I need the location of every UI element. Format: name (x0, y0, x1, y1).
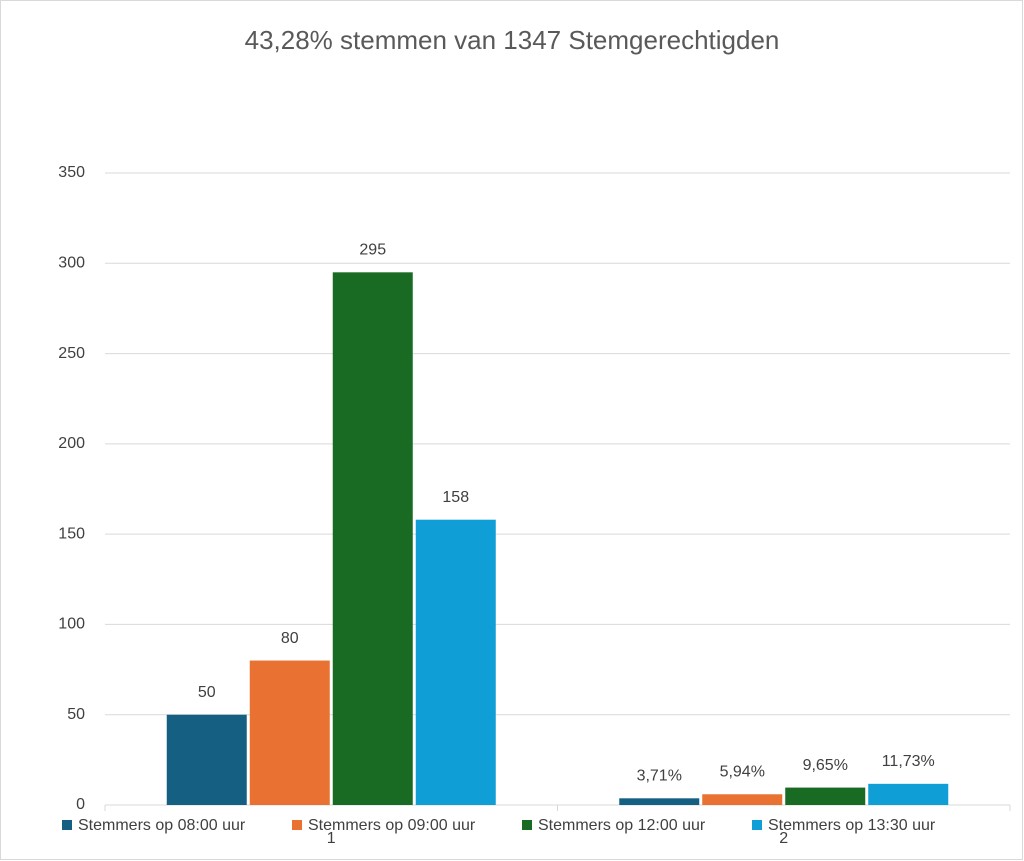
bar (415, 519, 496, 805)
y-tick-label: 0 (76, 796, 85, 813)
data-label: 295 (359, 242, 386, 259)
bar (166, 714, 247, 805)
y-tick-label: 350 (58, 164, 85, 181)
legend-swatch (752, 820, 762, 830)
bar (619, 798, 700, 805)
legend-swatch (62, 820, 72, 830)
y-tick-label: 100 (58, 616, 85, 633)
data-label: 158 (442, 489, 469, 506)
legend-swatch (292, 820, 302, 830)
data-label: 5,94% (720, 763, 765, 780)
chart-title: 43,28% stemmen van 1347 Stemgerechtigden (245, 25, 780, 55)
x-tick-label: 1 (327, 830, 336, 847)
x-tick-label: 2 (779, 830, 788, 847)
bar (868, 783, 949, 805)
y-tick-label: 50 (67, 706, 85, 723)
bar (785, 787, 866, 805)
legend-label: Stemmers op 13:30 uur (768, 817, 936, 834)
data-label: 50 (198, 684, 216, 701)
data-label: 80 (281, 630, 299, 647)
bar (702, 794, 783, 805)
y-tick-label: 300 (58, 255, 85, 272)
y-tick-label: 250 (58, 345, 85, 362)
data-label: 11,73% (882, 753, 935, 770)
y-tick-label: 150 (58, 525, 85, 542)
data-label: 3,71% (637, 768, 682, 785)
bar (249, 660, 330, 805)
legend-swatch (522, 820, 532, 830)
legend-label: Stemmers op 12:00 uur (538, 817, 706, 834)
legend-label: Stemmers op 08:00 uur (78, 817, 246, 834)
legend-label: Stemmers op 09:00 uur (308, 817, 476, 834)
y-tick-label: 200 (58, 435, 85, 452)
bar (332, 272, 413, 805)
data-label: 9,65% (803, 757, 848, 774)
